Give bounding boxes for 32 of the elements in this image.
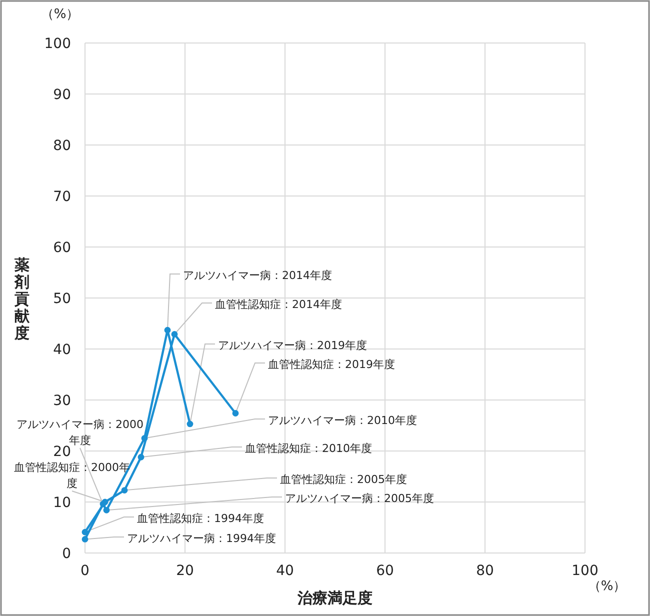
y-tick-label: 20 (53, 444, 71, 460)
y-tick-label: 80 (53, 138, 71, 154)
y-tick-label: 40 (53, 342, 71, 358)
annotation: アルツハイマー病：2005年度 (285, 492, 434, 505)
text: （%） (588, 579, 626, 594)
y-tick-label: 60 (53, 240, 71, 256)
annotation: アルツハイマー病：2014年度 (183, 269, 332, 282)
annotation: 血管性認知症：2005年度 (280, 473, 407, 486)
y-tick-label: 0 (62, 546, 71, 562)
y-tick-label: 50 (53, 291, 71, 307)
annotation: 血管性認知症：1994年度 (137, 512, 264, 525)
y-tick-label: 30 (53, 393, 71, 409)
annotation: 血管性認知症：2019年度 (268, 358, 395, 371)
y-tick-label: 90 (53, 87, 71, 103)
y-tick-label: 100 (44, 36, 71, 52)
annotation: アルツハイマー病：2010年度 (268, 414, 417, 427)
y-tick-label: 70 (53, 189, 71, 205)
x-tick-label: 20 (176, 563, 194, 579)
annotation: アルツハイマー病：1994年度 (127, 532, 276, 545)
x-tick-label: 40 (276, 563, 294, 579)
annotation: 血管性認知症：2010年度 (245, 442, 372, 455)
annotation: 血管性認知症：2014年度 (215, 298, 342, 311)
x-tick-label: 0 (80, 563, 90, 579)
annotation: アルツハイマー病：2019年度 (218, 339, 367, 352)
annotation: アルツハイマー病：2000年度 (16, 418, 144, 447)
x-tick-label: 60 (376, 563, 394, 579)
text: （%） (40, 7, 80, 22)
y-axis-title: 薬剤貢献度 (14, 256, 30, 342)
x-tick-label: 80 (476, 563, 494, 579)
x-tick-label: 100 (572, 563, 598, 579)
x-axis-title: 治療満足度 (296, 589, 372, 607)
y-tick-label: 10 (53, 495, 71, 511)
